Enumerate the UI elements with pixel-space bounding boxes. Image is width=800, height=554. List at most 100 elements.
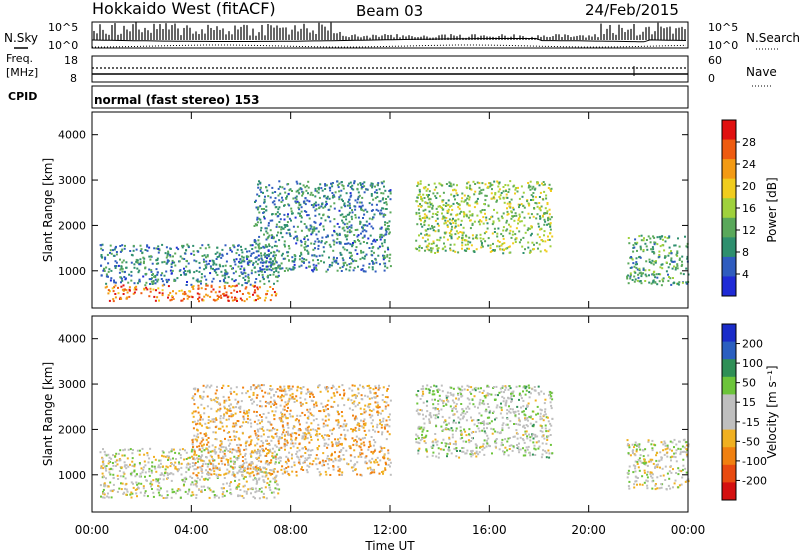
- echo-cell: [230, 439, 233, 442]
- echo-cell: [157, 484, 160, 487]
- echo-cell: [367, 448, 370, 451]
- echo-cell: [299, 396, 302, 399]
- echo-cell: [204, 434, 207, 437]
- echo-cell: [374, 430, 377, 433]
- echo-cell: [529, 188, 532, 191]
- echo-cell: [322, 461, 325, 464]
- echo-cell: [449, 243, 452, 246]
- echo-cell: [645, 245, 648, 248]
- echo-cell: [273, 203, 276, 206]
- echo-cell: [324, 460, 327, 463]
- echo-cell: [462, 232, 465, 235]
- echo-cell: [638, 269, 641, 272]
- echo-cell: [306, 388, 309, 391]
- echo-cell: [198, 280, 201, 283]
- echo-cell: [653, 236, 656, 239]
- echo-cell: [181, 257, 184, 260]
- echo-cell: [184, 449, 186, 452]
- echo-cell: [506, 210, 509, 213]
- echo-cell: [215, 418, 218, 421]
- echo-cell: [275, 435, 278, 438]
- echo-cell: [133, 465, 136, 468]
- echo-cell: [515, 237, 518, 240]
- echo-cell: [184, 270, 187, 272]
- echo-cell: [383, 447, 386, 449]
- echo-cell: [547, 430, 550, 433]
- echo-cell: [277, 215, 280, 217]
- echo-cell: [206, 486, 209, 489]
- echo-cell: [199, 466, 202, 469]
- echo-cell: [286, 441, 289, 444]
- echo-cell: [417, 205, 420, 208]
- echo-cell: [333, 260, 336, 263]
- echo-cell: [260, 208, 263, 210]
- echo-cell: [500, 233, 503, 236]
- echo-cell: [317, 244, 320, 247]
- echo-cell: [342, 216, 345, 218]
- echo-cell: [416, 395, 419, 398]
- echo-cell: [271, 219, 274, 222]
- echo-cell: [415, 409, 418, 412]
- echo-cell: [253, 449, 256, 452]
- echo-cell: [356, 201, 359, 204]
- echo-cell: [430, 249, 433, 252]
- echo-cell: [324, 424, 327, 427]
- echo-cell: [271, 235, 274, 238]
- echo-cell: [268, 442, 271, 445]
- echo-cell: [484, 396, 487, 399]
- echo-cell: [627, 262, 630, 265]
- echo-cell: [247, 414, 249, 417]
- echo-cell: [280, 389, 283, 392]
- echo-cell: [249, 435, 252, 438]
- echo-cell: [217, 408, 220, 411]
- echo-cell: [164, 468, 167, 471]
- echo-cell: [347, 242, 350, 245]
- echo-cell: [358, 427, 361, 430]
- echo-cell: [220, 440, 223, 443]
- echo-cell: [629, 277, 632, 280]
- echo-cell: [186, 243, 189, 246]
- echo-cell: [214, 438, 217, 440]
- echo-cell: [303, 414, 306, 417]
- echo-cell: [278, 221, 281, 223]
- echo-cell: [286, 424, 289, 426]
- echo-cell: [369, 445, 372, 448]
- echo-cell: [121, 482, 124, 485]
- echo-cell: [315, 430, 318, 433]
- echo-cell: [498, 182, 501, 185]
- echo-cell: [229, 409, 232, 412]
- echo-cell: [629, 274, 632, 277]
- echo-cell: [648, 269, 651, 272]
- echo-cell: [639, 280, 642, 282]
- echo-cell: [269, 286, 272, 288]
- echo-cell: [447, 210, 450, 213]
- station-title: Hokkaido West (fitACF): [92, 0, 276, 18]
- echo-cell: [360, 232, 362, 235]
- echo-cell: [265, 497, 268, 500]
- echo-cell: [298, 212, 301, 215]
- echo-cell: [296, 237, 299, 240]
- echo-cell: [461, 447, 464, 449]
- echo-cell: [360, 442, 363, 445]
- echo-cell: [326, 195, 329, 198]
- echo-cell: [381, 471, 383, 473]
- echo-cell: [502, 252, 505, 255]
- echo-cell: [188, 488, 191, 491]
- echo-cell: [529, 249, 532, 252]
- echo-cell: [313, 229, 316, 232]
- echo-cell: [262, 413, 265, 415]
- echo-cell: [250, 422, 253, 425]
- echo-cell: [317, 438, 319, 441]
- echo-cell: [287, 251, 290, 254]
- echo-cell: [540, 239, 543, 242]
- echo-cell: [654, 241, 657, 244]
- echo-cell: [302, 386, 305, 388]
- echo-cell: [108, 299, 111, 302]
- echo-cell: [246, 467, 249, 470]
- echo-cell: [341, 415, 344, 418]
- echo-cell: [318, 223, 321, 226]
- echo-cell: [247, 280, 250, 283]
- echo-cell: [342, 221, 345, 224]
- echo-cell: [446, 212, 449, 214]
- echo-cell: [458, 236, 461, 239]
